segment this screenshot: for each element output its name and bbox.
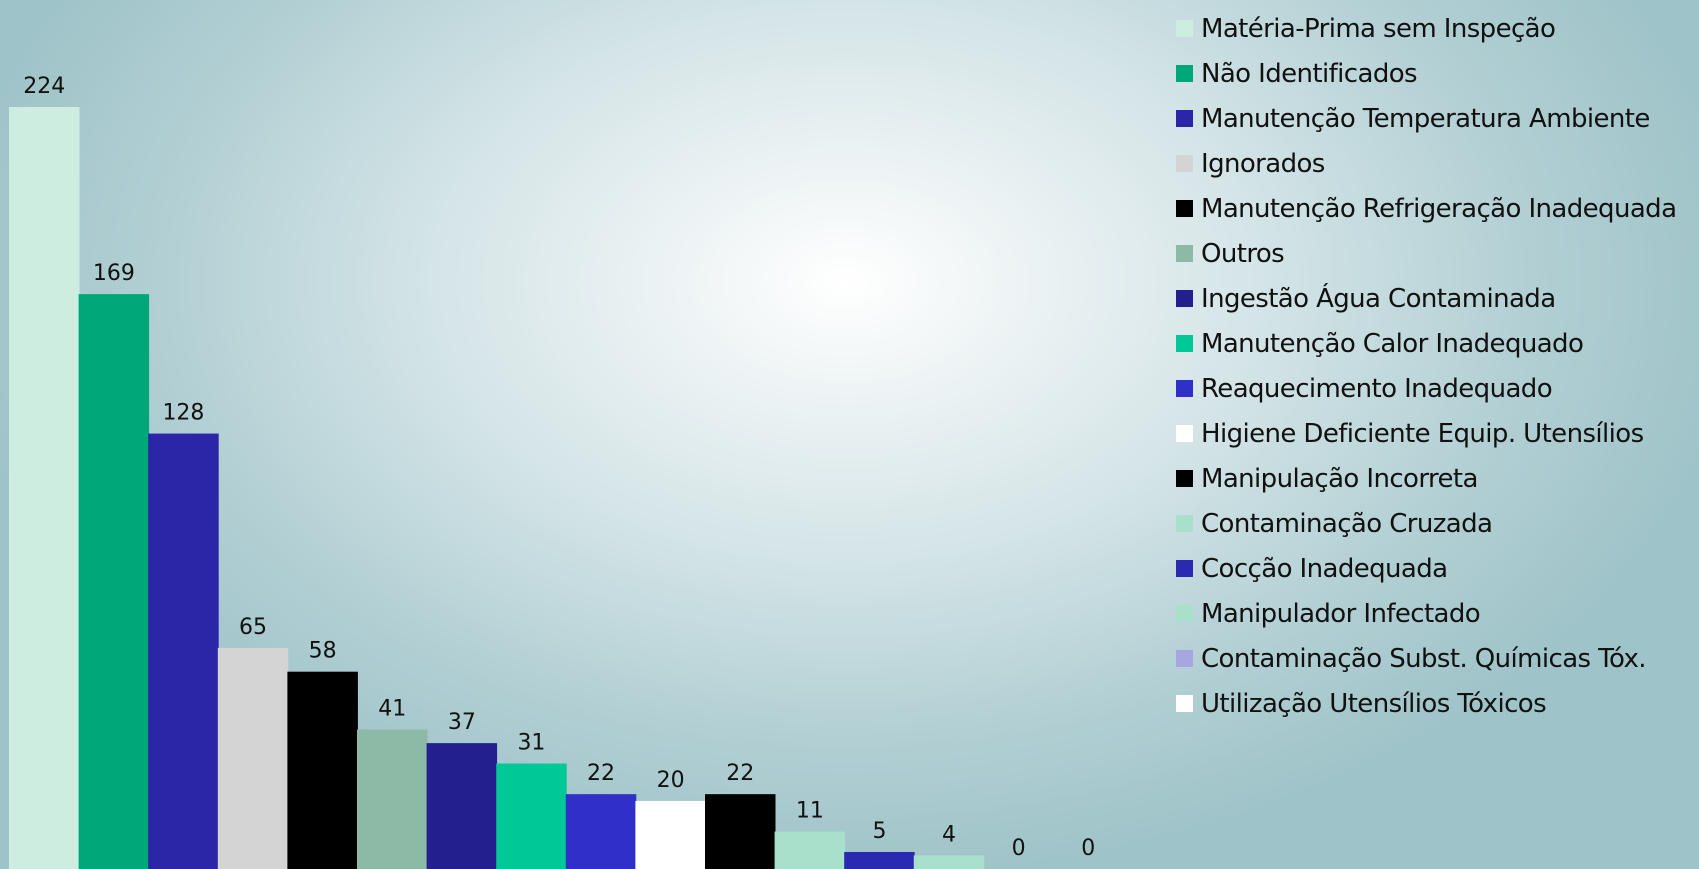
legend-swatch (1176, 290, 1193, 307)
bar-2 (78, 294, 150, 869)
data-label-11: 22 (726, 761, 754, 786)
bar-1 (9, 107, 80, 869)
data-label-14: 4 (942, 822, 956, 847)
legend-item: Matéria-Prima sem Inspeção (1176, 6, 1676, 51)
data-label-3: 128 (162, 401, 204, 426)
legend-item: Ingestão Água Contaminada (1176, 276, 1676, 321)
chart-legend: Matéria-Prima sem Inspeção Não Identifica… (1176, 6, 1677, 726)
bar-14 (913, 855, 985, 869)
legend-swatch (1176, 650, 1193, 667)
bar-10 (635, 800, 706, 869)
legend-label: Manutenção Calor Inadequado (1201, 328, 1584, 359)
legend-swatch (1176, 155, 1193, 172)
data-label-16: 0 (1081, 836, 1095, 861)
legend-label: Manutenção Refrigeração Inadequada (1201, 193, 1677, 224)
legend-label: Cocção Inadequada (1201, 553, 1448, 584)
data-label-8: 31 (517, 731, 545, 756)
legend-label: Manipulador Infectado (1201, 598, 1481, 629)
bar-chart: 224 169 128 65 58 41 37 31 22 20 22 11 5 4 0 0 (9, 74, 1095, 869)
legend-label: Higiene Deficiente Equip. Utensílios (1201, 418, 1644, 449)
data-label-1: 224 (23, 74, 65, 99)
data-label-2: 169 (93, 261, 135, 286)
legend-swatch (1176, 470, 1193, 487)
legend-swatch (1176, 605, 1193, 622)
legend-label: Reaquecimento Inadequado (1201, 373, 1553, 404)
legend-item: Outros (1176, 231, 1676, 276)
data-label-5: 58 (309, 639, 337, 664)
bar-4 (217, 647, 289, 869)
legend-item: Higiene Deficiente Equip. Utensílios (1176, 411, 1676, 456)
legend-swatch (1176, 65, 1193, 82)
legend-swatch (1176, 515, 1193, 532)
data-label-4: 65 (239, 615, 267, 640)
legend-item: Reaquecimento Inadequado (1176, 366, 1676, 411)
legend-item: Utilização Utensílios Tóxicos (1176, 681, 1676, 726)
legend-swatch (1176, 110, 1193, 127)
bar-9 (565, 794, 637, 869)
legend-swatch (1176, 425, 1193, 442)
legend-item: Manutenção Temperatura Ambiente (1176, 96, 1676, 141)
data-label-6: 41 (378, 697, 406, 722)
legend-label: Matéria-Prima sem Inspeção (1201, 13, 1556, 44)
bar-11 (705, 794, 776, 869)
legend-item: Manutenção Refrigeração Inadequada (1176, 186, 1677, 231)
legend-label: Outros (1201, 238, 1285, 269)
legend-item: Contaminação Cruzada (1176, 501, 1676, 546)
legend-swatch (1176, 695, 1193, 712)
legend-swatch (1176, 245, 1193, 262)
legend-label: Utilização Utensílios Tóxicos (1201, 688, 1547, 719)
bar-6 (357, 729, 428, 869)
legend-item: Manipulador Infectado (1176, 591, 1676, 636)
legend-label: Manipulação Incorreta (1201, 463, 1478, 494)
bar-12 (774, 831, 846, 869)
legend-swatch (1176, 20, 1193, 37)
legend-item: Manutenção Calor Inadequado (1176, 321, 1676, 366)
data-label-9: 22 (587, 761, 615, 786)
legend-item: Manipulação Incorreta (1176, 456, 1676, 501)
legend-item: Ignorados (1176, 141, 1676, 186)
legend-item: Não Identificados (1176, 51, 1676, 96)
legend-swatch (1176, 560, 1193, 577)
data-label-12: 11 (796, 799, 824, 824)
bar-13 (844, 851, 915, 869)
legend-swatch (1176, 200, 1193, 217)
legend-label: Ignorados (1201, 148, 1325, 179)
data-label-7: 37 (448, 710, 476, 735)
legend-swatch (1176, 380, 1193, 397)
bar-8 (496, 763, 567, 869)
legend-label: Contaminação Subst. Químicas Tóx. (1201, 643, 1647, 674)
data-label-13: 5 (872, 819, 886, 844)
bar-3 (148, 433, 219, 869)
bar-5 (287, 671, 358, 869)
data-label-15: 0 (1012, 836, 1026, 861)
legend-label: Não Identificados (1201, 58, 1418, 89)
legend-label: Contaminação Cruzada (1201, 508, 1493, 539)
legend-swatch (1176, 335, 1193, 352)
legend-item: Contaminação Subst. Químicas Tóx. (1176, 636, 1676, 681)
legend-label: Ingestão Água Contaminada (1201, 283, 1556, 314)
data-label-10: 20 (657, 768, 685, 793)
bar-7 (426, 743, 498, 869)
legend-item: Cocção Inadequada (1176, 546, 1676, 591)
legend-label: Manutenção Temperatura Ambiente (1201, 103, 1650, 134)
